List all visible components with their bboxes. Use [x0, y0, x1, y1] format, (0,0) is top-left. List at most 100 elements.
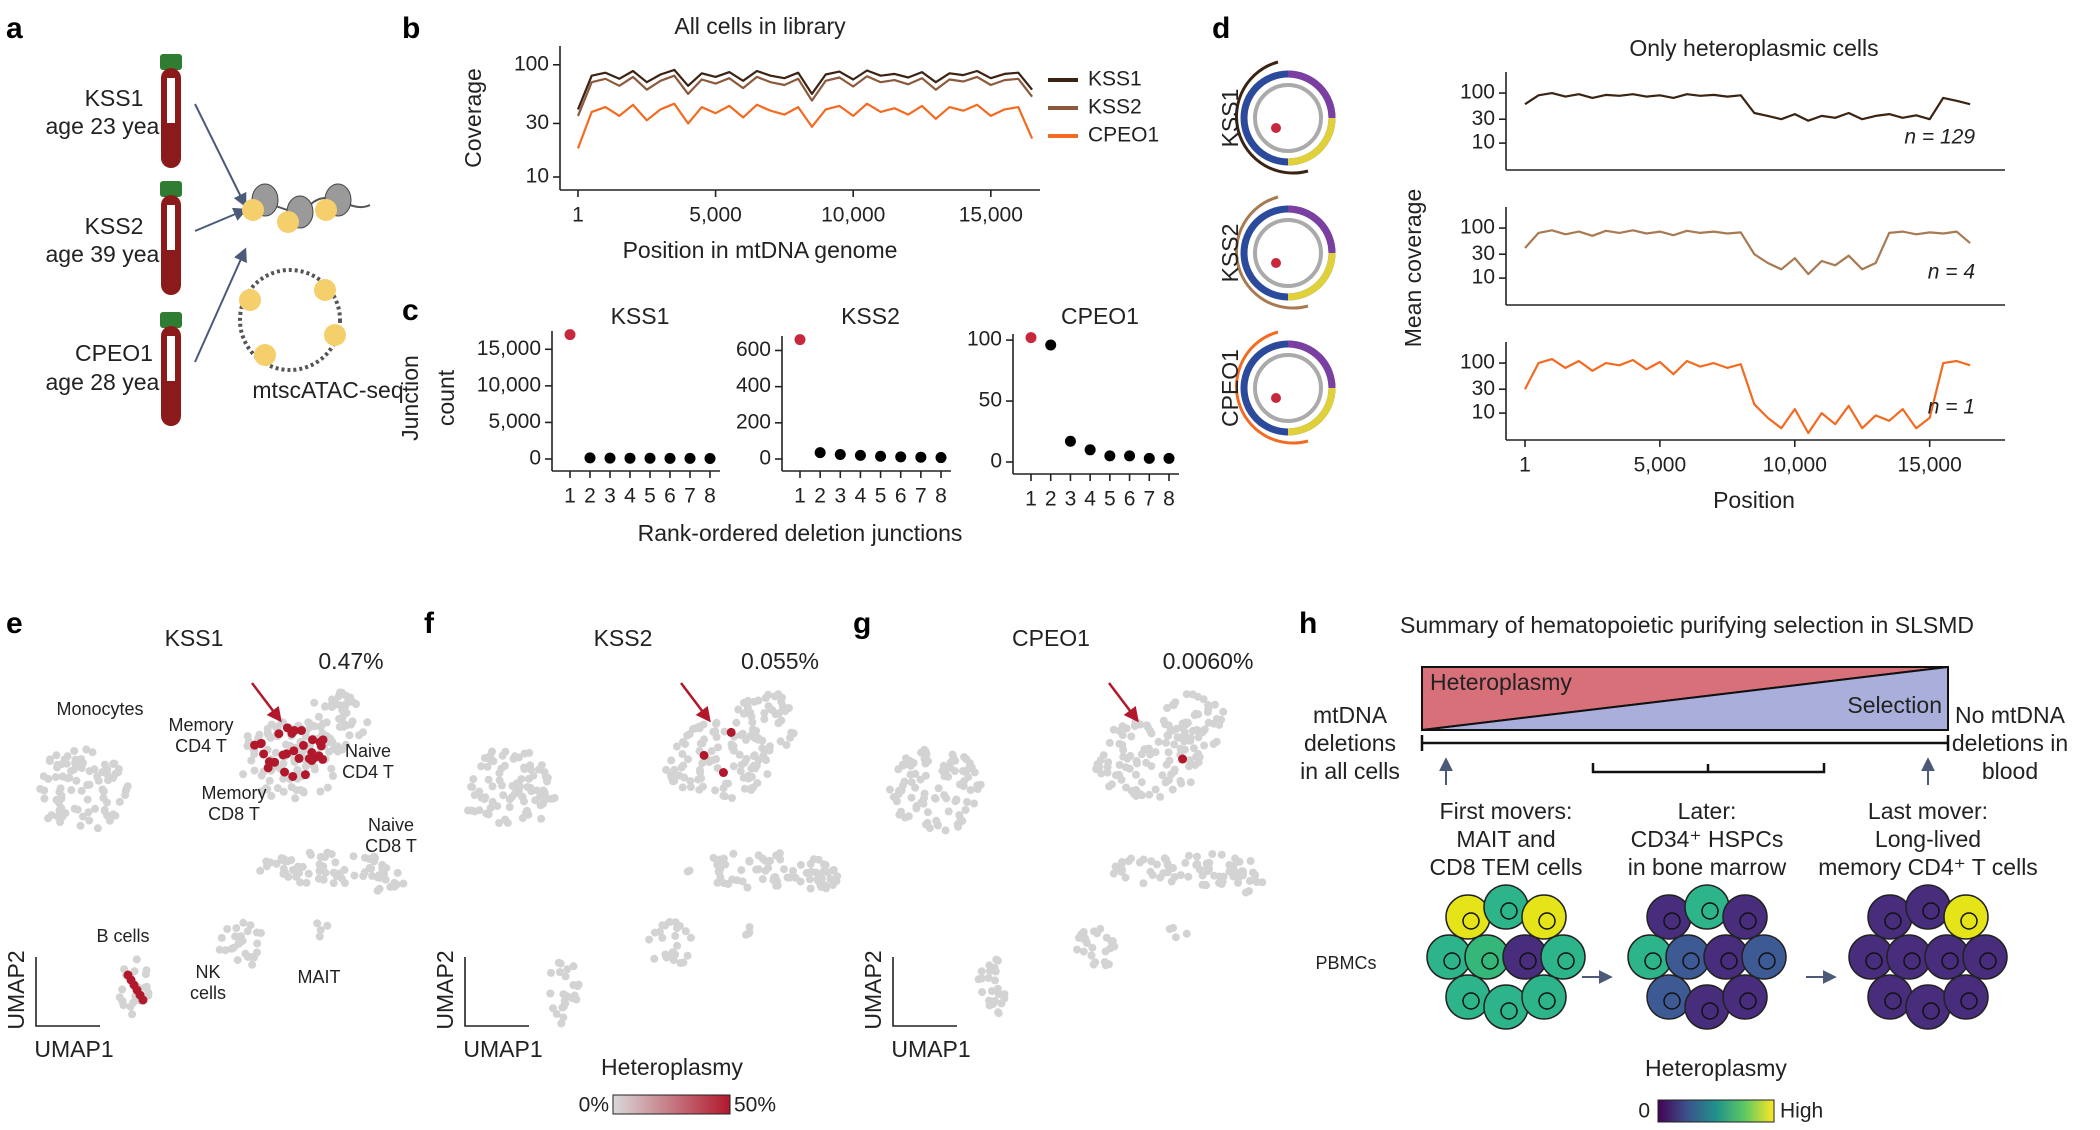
umap-cell — [1170, 873, 1179, 881]
umap-cell — [262, 857, 271, 866]
wedge-label-bottom: Selection — [1847, 692, 1942, 718]
umap-cell — [735, 750, 744, 759]
y-tick-label: 30 — [1472, 242, 1495, 265]
umap-cell — [121, 791, 130, 800]
umap-cell — [103, 811, 112, 820]
umap-cell — [294, 862, 302, 871]
umap-cell — [1186, 736, 1195, 745]
heteroplasmic-cell — [718, 768, 728, 778]
heteroplasmic-cell — [296, 726, 306, 736]
umap-cell — [923, 818, 932, 827]
umap-cell — [987, 987, 996, 996]
umap-cell — [805, 875, 814, 884]
x-tick-label: 1 — [1025, 488, 1037, 511]
cell-type-label-line: Monocytes — [56, 699, 143, 719]
umap-cell — [1109, 869, 1118, 878]
deletion-mark — [1271, 393, 1281, 403]
umap-cell — [313, 919, 322, 928]
umap-cell — [73, 805, 82, 814]
umap-cell — [287, 856, 296, 865]
umap-cell — [547, 968, 555, 977]
mt-ring-inner — [1253, 83, 1323, 153]
umap-cell — [789, 866, 797, 875]
x-tick-label: 3 — [604, 485, 616, 508]
chart-title: All cells in library — [674, 13, 846, 39]
umap-cell — [786, 733, 795, 742]
legend-max: 50% — [734, 1094, 776, 1117]
x-tick-label: 2 — [1045, 488, 1057, 511]
umap-cell — [365, 855, 374, 863]
umap-cell — [82, 745, 91, 754]
nucleus — [1557, 952, 1575, 970]
umap-cell — [342, 708, 351, 717]
junction-dot — [684, 452, 696, 464]
umap-cell — [1184, 872, 1193, 881]
y-tick-label: 600 — [736, 338, 771, 361]
sample-label: KSS2 — [1217, 224, 1243, 283]
y-axis-label: Mean coverage — [1400, 189, 1426, 348]
umap-cell — [359, 872, 368, 880]
heteroplasmic-cell — [699, 750, 709, 760]
y-tick-label: 100 — [514, 52, 549, 75]
umap-cell — [327, 764, 336, 773]
junction-dot — [624, 452, 636, 464]
panel-label: c — [402, 294, 419, 327]
nucleus — [1922, 902, 1940, 920]
y-axis-label: Junction count — [397, 355, 459, 441]
umap-cell — [1180, 745, 1189, 754]
cell-type-label: Naive CD4 T — [342, 741, 394, 782]
tn5 — [324, 324, 346, 346]
umap-cell — [305, 848, 314, 857]
umap-cell — [1170, 740, 1179, 749]
umap-cell — [339, 722, 348, 731]
umap-cell — [325, 747, 334, 756]
umap-cell — [807, 867, 816, 876]
umap-cell — [547, 794, 556, 803]
nucleus — [1960, 912, 1978, 930]
stage-label-line: Later: — [1678, 798, 1737, 824]
umap-cell — [719, 791, 728, 800]
umap-cell — [680, 773, 689, 782]
umap-cell — [464, 806, 473, 815]
umap-cell — [1251, 871, 1260, 880]
nucleus — [1865, 952, 1883, 970]
umap-cell — [753, 779, 762, 788]
umap-cell — [1154, 737, 1163, 746]
umap-cell — [1219, 707, 1228, 716]
umap-cell — [911, 769, 920, 778]
left-note-line: mtDNA — [1313, 702, 1388, 728]
color-bar — [612, 1094, 731, 1115]
umap-cell — [678, 783, 687, 792]
umap-cell — [83, 795, 92, 804]
stage-label-line: MAIT and — [1456, 826, 1555, 852]
chart-title: KSS2 — [841, 303, 900, 329]
umap-cell — [1088, 943, 1097, 952]
nucleus — [1462, 992, 1480, 1010]
umap-cell — [103, 765, 112, 774]
right-note-line: blood — [1982, 758, 2038, 784]
legend-label: KSS2 — [1088, 96, 1142, 119]
umap-cell — [375, 871, 384, 880]
umap-cell — [737, 866, 746, 875]
umap-cell — [1109, 725, 1118, 734]
y-tick-label: 10 — [1472, 131, 1495, 154]
umap-cell — [253, 939, 262, 948]
umap-cell — [488, 782, 497, 791]
umap-cell — [721, 860, 730, 869]
mt-ring-seg — [1287, 70, 1336, 119]
nucleus — [1538, 912, 1556, 930]
umap-cell — [477, 762, 486, 771]
umap-cell — [932, 816, 941, 825]
umap-cell — [911, 783, 920, 792]
umap-cell — [1173, 733, 1182, 742]
umap-cell — [1108, 937, 1117, 946]
umap-cell — [1208, 850, 1217, 858]
nucleus — [1462, 912, 1480, 930]
umap-y-label: UMAP2 — [432, 950, 458, 1029]
umap-cell — [302, 878, 311, 887]
junction-dot — [1143, 452, 1155, 464]
heteroplasmic-cell — [294, 753, 304, 763]
umap-cell — [681, 927, 690, 936]
nucleus — [1663, 992, 1681, 1010]
umap-cell — [114, 765, 123, 773]
